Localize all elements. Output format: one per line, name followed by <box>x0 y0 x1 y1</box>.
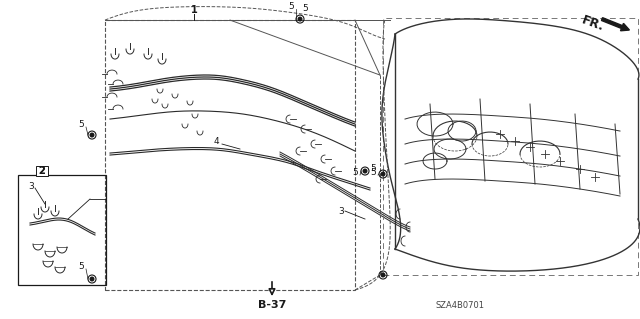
Text: 3: 3 <box>338 207 344 216</box>
Circle shape <box>381 273 385 277</box>
Text: 5: 5 <box>352 168 358 177</box>
Text: 5: 5 <box>370 164 376 173</box>
Text: 5: 5 <box>370 168 376 177</box>
Bar <box>36 166 48 176</box>
Circle shape <box>364 169 367 173</box>
Text: 5: 5 <box>302 4 308 13</box>
Text: 5: 5 <box>78 262 84 271</box>
Bar <box>383 18 638 275</box>
Text: 1: 1 <box>191 5 197 15</box>
Text: 5: 5 <box>78 120 84 129</box>
Circle shape <box>381 172 385 176</box>
Text: 2: 2 <box>38 166 45 176</box>
Circle shape <box>90 277 94 281</box>
Text: 3: 3 <box>28 182 34 191</box>
Text: 5: 5 <box>288 2 294 11</box>
Bar <box>18 175 106 285</box>
Text: FR.: FR. <box>580 14 606 34</box>
Text: SZA4B0701: SZA4B0701 <box>435 300 484 309</box>
Text: 4: 4 <box>214 137 220 146</box>
Circle shape <box>90 133 94 137</box>
Circle shape <box>298 17 302 21</box>
FancyArrow shape <box>602 18 629 31</box>
Text: B-37: B-37 <box>258 300 286 310</box>
Bar <box>105 20 355 290</box>
Text: 2: 2 <box>38 166 45 176</box>
